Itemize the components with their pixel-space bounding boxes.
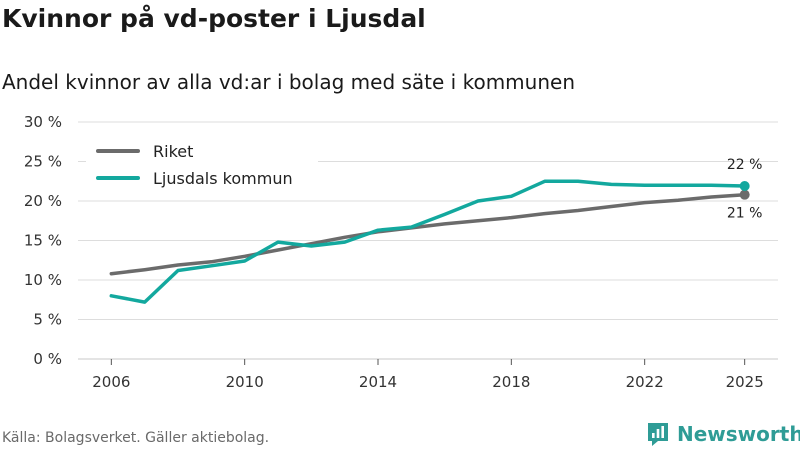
legend-background	[86, 134, 318, 196]
y-tick-label: 10 %	[24, 271, 62, 289]
legend-label: Riket	[153, 142, 193, 161]
series-end-label: 22 %	[727, 157, 763, 173]
x-tick-label: 2022	[626, 373, 664, 391]
newsworthy-logo: Newsworthy	[646, 421, 800, 447]
series-endpoint-ljusdals-kommun	[739, 180, 750, 191]
source-note: Källa: Bolagsverket. Gäller aktiebolag.	[2, 430, 270, 446]
series-line-ljusdals-kommun	[109, 179, 747, 304]
series-end-label: 21 %	[727, 206, 763, 222]
y-tick-label: 20 %	[24, 192, 62, 210]
newsworthy-logo-icon	[648, 423, 668, 446]
y-tick-label: 15 %	[24, 232, 62, 250]
y-tick-label: 0 %	[33, 350, 62, 368]
series-line-riket	[109, 192, 747, 276]
legend-label: Ljusdals kommun	[153, 169, 293, 188]
series-endpoint-riket	[739, 189, 750, 200]
y-tick-label: 25 %	[24, 153, 62, 171]
brand-name: Newsworthy	[677, 422, 800, 446]
x-tick-label: 2018	[492, 373, 530, 391]
x-tick-label: 2014	[359, 373, 397, 391]
x-tick-label: 2010	[226, 373, 264, 391]
x-tick-label: 2025	[726, 373, 764, 391]
y-tick-label: 30 %	[24, 113, 62, 131]
y-tick-label: 5 %	[33, 311, 62, 329]
chart-title: Kvinnor på vd-poster i Ljusdal	[2, 4, 426, 33]
x-tick-label: 2006	[92, 373, 130, 391]
chart-subtitle: Andel kvinnor av alla vd:ar i bolag med …	[2, 70, 575, 94]
